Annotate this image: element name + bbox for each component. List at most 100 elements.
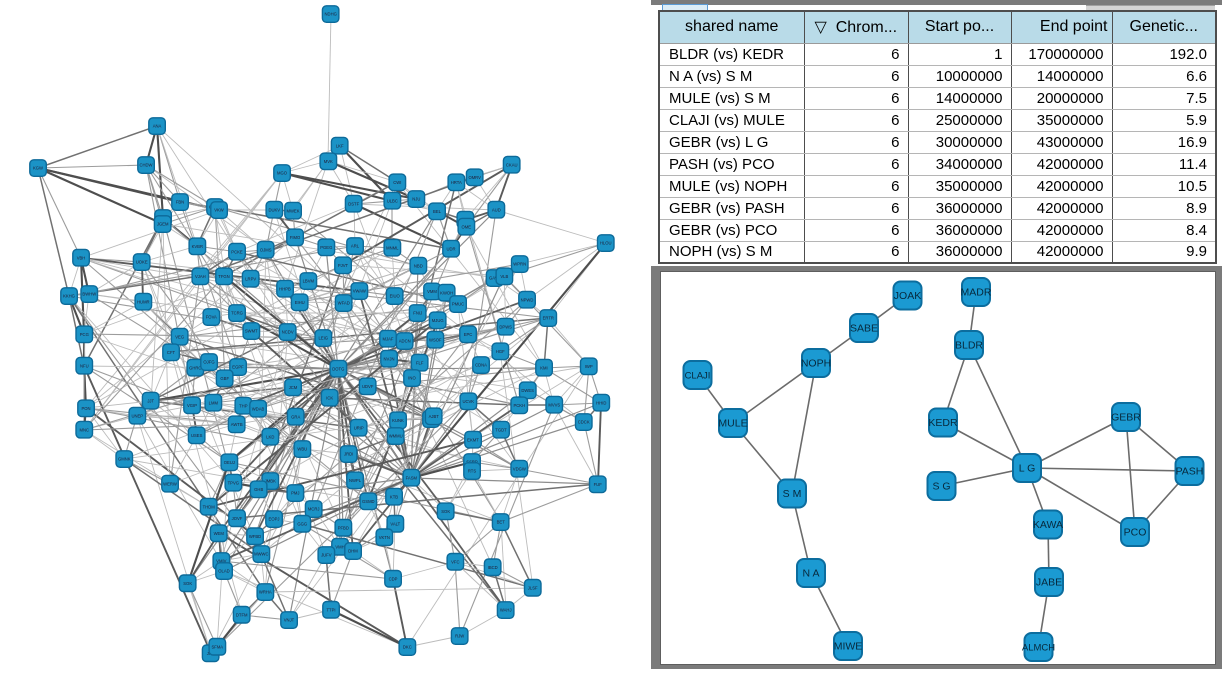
- svg-text:JJT: JJT: [147, 398, 154, 403]
- svg-text:CHDW: CHDW: [139, 163, 152, 168]
- svg-text:EIUO: EIUO: [390, 294, 401, 299]
- svg-text:PCG: PCG: [80, 332, 89, 337]
- svg-text:VMH: VMH: [335, 544, 344, 549]
- svg-text:OME: OME: [462, 224, 472, 229]
- svg-text:HHPB: HHPB: [279, 286, 291, 291]
- svg-text:FOVA: FOVA: [206, 315, 217, 320]
- svg-text:UDVF: UDVF: [362, 384, 374, 389]
- svg-text:PON: PON: [81, 406, 90, 411]
- svg-text:ADCN: ADCN: [399, 339, 411, 344]
- svg-text:BLDR: BLDR: [955, 340, 983, 352]
- svg-text:VKTN: VKTN: [379, 535, 390, 540]
- svg-text:JGEM: JGEM: [157, 222, 169, 227]
- svg-text:NJU: NJU: [412, 197, 420, 202]
- svg-text:UCVK: UCVK: [462, 399, 474, 404]
- svg-text:OEUJ: OEUJ: [224, 460, 235, 465]
- svg-text:VBH: VBH: [77, 255, 86, 260]
- svg-text:SOK: SOK: [183, 581, 192, 586]
- svg-text:WDAB: WDAB: [252, 406, 265, 411]
- svg-text:PMUC: PMUC: [452, 302, 464, 307]
- svg-text:JRDI: JRDI: [344, 452, 353, 457]
- svg-text:OLAD: OLAD: [218, 569, 229, 574]
- svg-text:DUKV: DUKV: [268, 207, 280, 212]
- svg-text:HRTA: HRTA: [451, 180, 462, 185]
- svg-text:GBF: GBF: [220, 376, 229, 381]
- svg-text:BWHW: BWHW: [82, 292, 96, 297]
- svg-text:WEM: WEM: [214, 531, 225, 536]
- svg-text:KGW: KGW: [33, 166, 43, 171]
- svg-text:EKMT: EKMT: [467, 437, 479, 442]
- svg-text:AJBT: AJBT: [429, 414, 440, 419]
- svg-text:MNML: MNML: [386, 245, 399, 250]
- svg-text:UOKE: UOKE: [136, 260, 148, 265]
- svg-text:NPWD: NPWD: [521, 297, 534, 302]
- svg-text:ALMCH: ALMCH: [1022, 643, 1055, 654]
- svg-text:GGG: GGG: [297, 521, 307, 526]
- svg-text:KEDR: KEDR: [928, 417, 958, 429]
- svg-text:UNEP: UNEP: [131, 413, 143, 418]
- svg-text:CDCK: CDCK: [578, 420, 590, 425]
- svg-text:WAHJ: WAHJ: [500, 608, 512, 613]
- svg-text:VMIV: VMIV: [216, 559, 226, 564]
- svg-text:DPWS: DPWS: [499, 324, 512, 329]
- svg-text:ULBC: ULBC: [387, 198, 398, 203]
- svg-text:ICK: ICK: [326, 395, 333, 400]
- svg-text:FASM: FASM: [406, 475, 418, 480]
- svg-text:NOPH: NOPH: [801, 358, 831, 370]
- svg-text:SWMT: SWMT: [245, 329, 258, 334]
- svg-text:PASH: PASH: [1176, 466, 1204, 478]
- svg-text:MJAF: MJAF: [383, 336, 394, 341]
- svg-text:BET: BET: [497, 520, 506, 525]
- svg-text:WERW: WERW: [163, 481, 177, 486]
- svg-text:INO: INO: [408, 376, 416, 381]
- svg-text:KAWA: KAWA: [1033, 519, 1063, 531]
- svg-text:THP: THP: [239, 403, 248, 408]
- svg-text:HGF: HGF: [496, 349, 505, 354]
- svg-text:UDR: UDR: [446, 246, 455, 251]
- svg-text:GRA: GRA: [291, 414, 300, 419]
- svg-text:VNJT: VNJT: [284, 618, 295, 623]
- svg-text:LMM: LMM: [209, 400, 219, 405]
- svg-text:S G: S G: [932, 481, 950, 493]
- svg-text:KKHG: KKHG: [63, 294, 75, 299]
- svg-text:KTB: KTB: [390, 494, 398, 499]
- svg-text:EPC: EPC: [464, 332, 473, 337]
- svg-text:DWES: DWES: [521, 388, 534, 393]
- svg-text:DSTF: DSTF: [348, 201, 359, 206]
- svg-text:GAVK: GAVK: [489, 276, 501, 281]
- svg-text:HLOU: HLOU: [600, 241, 612, 246]
- svg-text:VJAH: VJAH: [195, 274, 206, 279]
- svg-text:VKW: VKW: [214, 208, 224, 213]
- svg-text:GHRC: GHRC: [189, 365, 201, 370]
- svg-text:MULE: MULE: [718, 418, 747, 430]
- svg-text:MADR: MADR: [961, 287, 992, 299]
- svg-text:JOAK: JOAK: [894, 290, 921, 302]
- svg-text:OJMS: OJMS: [260, 247, 272, 252]
- svg-text:WMMU: WMMU: [389, 434, 403, 439]
- svg-text:PCO: PCO: [1124, 527, 1147, 539]
- svg-text:CKAU: CKAU: [506, 162, 518, 167]
- svg-text:PFBD: PFBD: [338, 525, 349, 530]
- svg-text:MIWE: MIWE: [834, 641, 863, 653]
- svg-text:WFAD: WFAD: [338, 301, 350, 306]
- svg-text:TFGN: TFGN: [218, 274, 229, 279]
- svg-text:ERTR: ERTR: [543, 316, 554, 321]
- svg-text:NVJN: NVJN: [384, 356, 395, 361]
- svg-text:FIMO: FIMO: [290, 235, 301, 240]
- svg-text:VGIP: VGIP: [187, 403, 197, 408]
- svg-text:TPVG: TPVG: [228, 480, 239, 485]
- svg-text:CDP: CDP: [389, 576, 398, 581]
- svg-text:MVK: MVK: [324, 159, 333, 164]
- svg-text:SOK: SOK: [441, 509, 450, 514]
- svg-text:DTFM: DTFM: [236, 612, 248, 617]
- svg-text:TCRG: TCRG: [231, 311, 243, 316]
- svg-text:S M: S M: [783, 488, 802, 500]
- svg-text:JCM: JCM: [289, 385, 298, 390]
- svg-text:MNC: MNC: [80, 427, 90, 432]
- svg-text:CLAJI: CLAJI: [685, 371, 711, 382]
- svg-text:RTS: RTS: [468, 469, 477, 474]
- svg-text:TTPI: TTPI: [326, 607, 335, 612]
- svg-text:NFU: NFU: [80, 363, 89, 368]
- svg-text:LKD: LKD: [266, 434, 274, 439]
- svg-text:VALT: VALT: [390, 521, 400, 526]
